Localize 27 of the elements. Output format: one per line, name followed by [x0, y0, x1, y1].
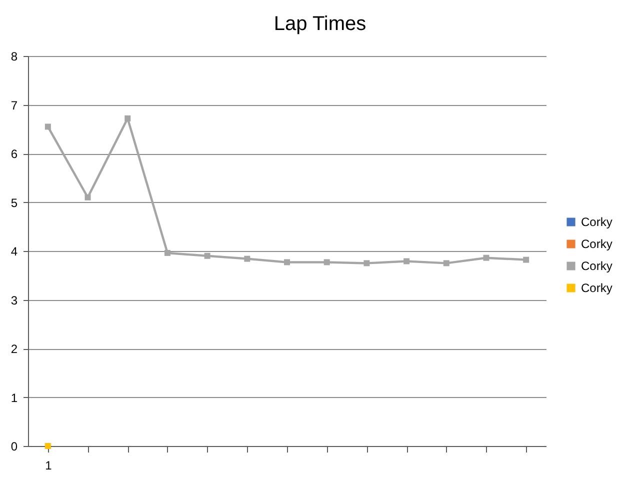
y-tick-label: 3 — [10, 293, 18, 308]
point — [483, 254, 490, 261]
legend-label: Corky — [581, 215, 612, 229]
y-tick-label: 6 — [10, 147, 18, 161]
point — [164, 250, 170, 256]
y-tick-label: 2 — [10, 342, 18, 356]
y-tick-label: 7 — [10, 98, 18, 112]
y-tick-label: 8 — [10, 50, 18, 64]
point — [204, 252, 210, 259]
point — [364, 260, 370, 266]
point — [443, 260, 450, 266]
point — [44, 124, 51, 130]
point — [404, 258, 410, 264]
point — [523, 256, 530, 263]
chart-title: Lap Times — [274, 13, 366, 35]
y-tick-label: 0 — [10, 440, 18, 454]
legend-label: Corky — [581, 281, 612, 295]
point — [124, 115, 131, 122]
point — [244, 256, 250, 262]
y-tick-label: 4 — [10, 244, 18, 258]
legend-label: Corky — [581, 237, 612, 251]
legend-label: Corky — [581, 259, 612, 273]
point — [324, 259, 330, 266]
point — [284, 259, 290, 266]
point — [84, 194, 91, 200]
y-tick-label: 1 — [10, 390, 18, 405]
y-tick-label: 5 — [10, 196, 18, 210]
